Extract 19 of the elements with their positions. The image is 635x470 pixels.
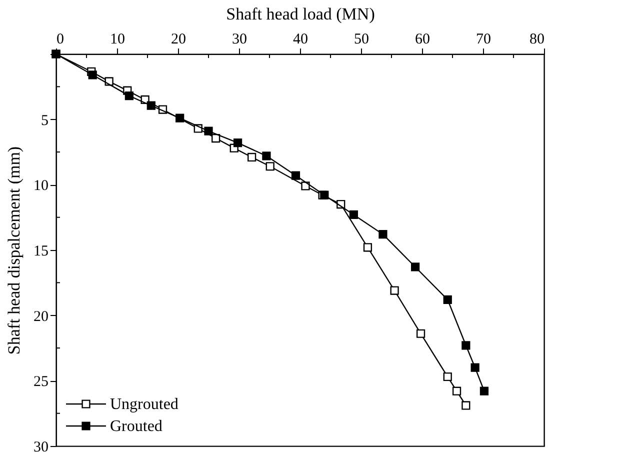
x-tick-label: 0 [56, 32, 64, 48]
x-tick-label: 30 [232, 32, 247, 48]
y-tick-label: 20 [34, 308, 48, 325]
x-tick-label: 50 [354, 32, 369, 48]
legend-label: Grouted [110, 418, 162, 435]
x-tick-label: 80 [530, 32, 544, 48]
x-tick-label: 10 [110, 32, 125, 48]
y-tick-label: 25 [34, 374, 48, 390]
x-tick-label: 70 [476, 32, 491, 48]
y-tick-label: 10 [34, 178, 48, 194]
x-tick-label: 40 [293, 32, 308, 48]
x-axis-title: Shaft head load (MN) [226, 4, 375, 24]
legend-label: Ungrouted [110, 396, 178, 413]
y-tick-label: 5 [41, 112, 48, 129]
y-axis-title: Shaft head dispalcement (mm) [4, 146, 24, 355]
y-tick-label: 30 [34, 440, 48, 456]
x-tick-label: 60 [415, 32, 430, 48]
x-tick-label: 20 [171, 32, 186, 48]
y-tick-label: 15 [34, 244, 48, 260]
